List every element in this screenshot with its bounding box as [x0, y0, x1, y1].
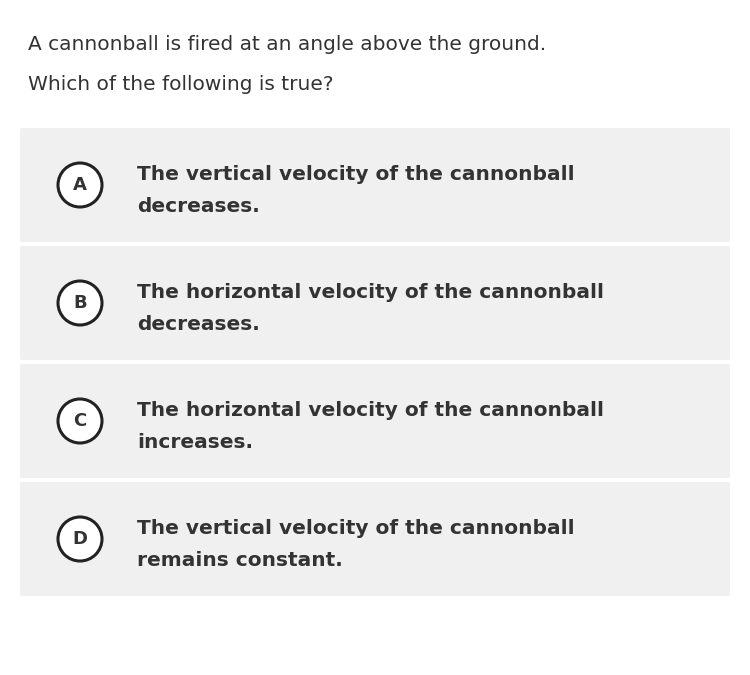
Text: Which of the following is true?: Which of the following is true? — [28, 75, 334, 94]
FancyBboxPatch shape — [20, 246, 730, 360]
Text: The vertical velocity of the cannonball: The vertical velocity of the cannonball — [137, 165, 574, 184]
Text: B: B — [74, 294, 87, 312]
Text: D: D — [73, 530, 88, 548]
Circle shape — [58, 163, 102, 207]
FancyBboxPatch shape — [20, 364, 730, 478]
FancyBboxPatch shape — [20, 128, 730, 242]
Text: A: A — [73, 176, 87, 194]
Text: decreases.: decreases. — [137, 315, 260, 335]
Circle shape — [58, 517, 102, 561]
Text: C: C — [74, 412, 86, 430]
Circle shape — [58, 399, 102, 443]
Text: increases.: increases. — [137, 433, 253, 452]
Text: The horizontal velocity of the cannonball: The horizontal velocity of the cannonbal… — [137, 284, 604, 302]
Text: remains constant.: remains constant. — [137, 551, 343, 570]
Text: decreases.: decreases. — [137, 198, 260, 217]
FancyBboxPatch shape — [20, 482, 730, 596]
Text: The horizontal velocity of the cannonball: The horizontal velocity of the cannonbal… — [137, 402, 604, 421]
Text: The vertical velocity of the cannonball: The vertical velocity of the cannonball — [137, 520, 574, 539]
Circle shape — [58, 281, 102, 325]
Text: A cannonball is fired at an angle above the ground.: A cannonball is fired at an angle above … — [28, 35, 546, 54]
